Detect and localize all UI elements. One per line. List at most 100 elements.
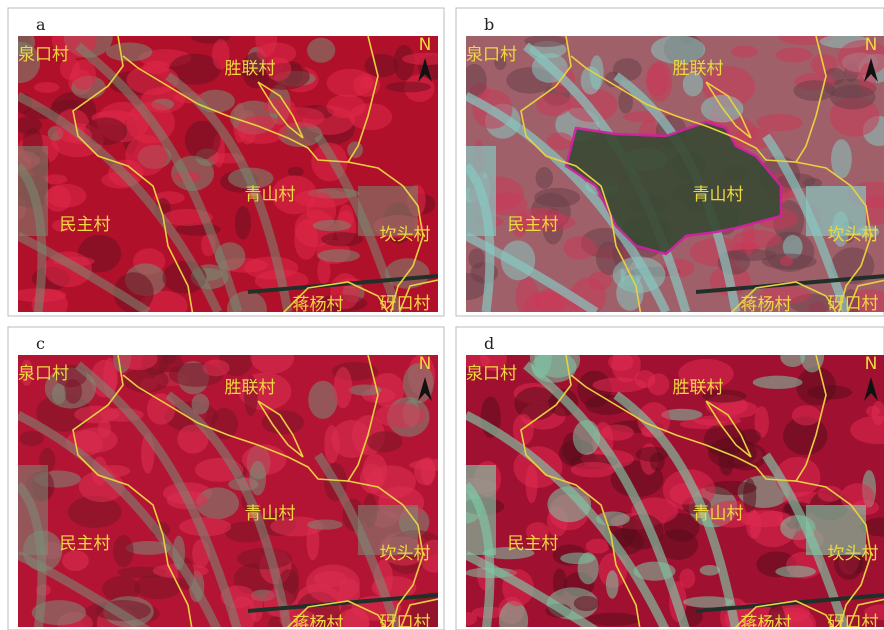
image-texture	[793, 80, 835, 101]
image-texture	[807, 385, 852, 399]
image-texture	[571, 462, 616, 477]
image-texture	[249, 461, 266, 496]
image-texture	[237, 116, 287, 144]
image-texture	[601, 424, 634, 440]
image-texture	[756, 114, 802, 131]
image-texture	[780, 256, 793, 267]
image-texture	[646, 63, 669, 96]
image-texture	[792, 405, 821, 425]
panel: c泉口村胜联村青山村民主村坎头村蒋杨村砑口村N	[8, 327, 464, 630]
image-texture	[327, 69, 374, 97]
image-texture	[587, 613, 640, 626]
image-texture	[113, 535, 134, 567]
north-label: N	[865, 354, 878, 374]
panel: a泉口村胜联村青山村民主村坎头村蒋杨村砑口村N	[0, 8, 451, 327]
settlement	[18, 465, 48, 555]
image-texture	[733, 230, 782, 248]
image-texture	[386, 82, 431, 93]
image-texture	[717, 401, 758, 418]
village-label: 坎头村	[828, 225, 879, 245]
panel: b泉口村胜联村青山村民主村坎头村蒋杨村砑口村N	[447, 8, 884, 330]
image-texture	[606, 570, 619, 598]
panel-letter: d	[484, 334, 494, 353]
village-label: 泉口村	[466, 45, 517, 65]
image-texture	[334, 367, 353, 408]
image-texture	[106, 42, 153, 61]
image-texture	[324, 425, 339, 463]
image-texture	[288, 167, 304, 177]
image-texture	[313, 220, 351, 231]
image-texture	[367, 431, 402, 452]
image-texture	[52, 384, 66, 405]
village-label: 民主村	[60, 215, 111, 235]
image-texture	[235, 206, 251, 239]
village-label: 泉口村	[466, 364, 517, 384]
settlement	[18, 146, 48, 236]
image-texture	[307, 38, 335, 63]
image-texture	[321, 232, 363, 246]
image-texture	[143, 60, 169, 73]
settlement	[466, 146, 496, 236]
panel-letter: b	[484, 15, 494, 34]
image-texture	[776, 48, 813, 63]
satellite-image: 泉口村胜联村青山村民主村坎头村蒋杨村砑口村N	[444, 337, 884, 630]
image-texture	[262, 410, 304, 434]
village-label: 民主村	[60, 534, 111, 554]
north-label: N	[865, 35, 878, 55]
village-label: 坎头村	[380, 225, 431, 245]
satellite-image: 泉口村胜联村青山村民主村坎头村蒋杨村砑口村N	[447, 28, 884, 330]
north-label: N	[419, 354, 432, 374]
image-texture	[307, 520, 343, 530]
image-texture	[731, 46, 758, 58]
image-texture	[414, 458, 436, 485]
image-texture	[586, 539, 610, 554]
image-texture	[308, 381, 337, 419]
image-texture	[317, 249, 359, 262]
image-texture	[468, 248, 484, 268]
village-label: 蒋杨村	[741, 295, 792, 315]
village-label: 胜联村	[673, 59, 724, 79]
image-texture	[753, 376, 803, 389]
image-texture	[547, 132, 574, 150]
village-label: 青山村	[693, 504, 744, 524]
satellite-image: 泉口村胜联村青山村民主村坎头村蒋杨村砑口村N	[18, 341, 464, 630]
image-texture	[534, 188, 580, 207]
panel-letter: a	[36, 15, 46, 34]
image-texture	[203, 359, 230, 376]
image-texture	[19, 431, 44, 446]
village-label: 民主村	[508, 534, 559, 554]
image-texture	[743, 478, 756, 514]
village-label: 砑口村	[380, 294, 431, 314]
image-texture	[523, 291, 563, 322]
village-label: 胜联村	[225, 59, 276, 79]
village-label: 青山村	[245, 504, 296, 524]
image-texture	[365, 54, 399, 77]
image-texture	[375, 403, 425, 428]
village-label: 泉口村	[18, 364, 69, 384]
image-texture	[560, 553, 595, 564]
image-texture	[244, 256, 298, 279]
image-texture	[775, 566, 815, 578]
village-label: 蒋杨村	[293, 295, 344, 315]
village-label: 泉口村	[18, 45, 69, 65]
image-texture	[608, 353, 633, 371]
image-texture	[46, 184, 86, 208]
village-label: 坎头村	[828, 544, 879, 564]
panel: d泉口村胜联村青山村民主村坎头村蒋杨村砑口村N	[444, 327, 884, 630]
image-texture	[34, 82, 59, 93]
village-label: 民主村	[508, 215, 559, 235]
image-texture	[818, 486, 843, 502]
image-texture	[563, 236, 596, 260]
settlement	[466, 465, 496, 555]
image-texture	[866, 406, 880, 417]
satellite-image: 泉口村胜联村青山村民主村坎头村蒋杨村砑口村N	[0, 16, 451, 328]
image-texture	[650, 452, 665, 470]
image-texture	[830, 85, 876, 110]
village-label: 坎头村	[380, 544, 431, 564]
village-label: 青山村	[245, 185, 296, 205]
image-texture	[831, 139, 852, 178]
image-texture	[634, 370, 655, 388]
image-texture	[536, 167, 553, 189]
image-texture	[306, 564, 360, 603]
village-label: 砑口村	[828, 294, 879, 314]
